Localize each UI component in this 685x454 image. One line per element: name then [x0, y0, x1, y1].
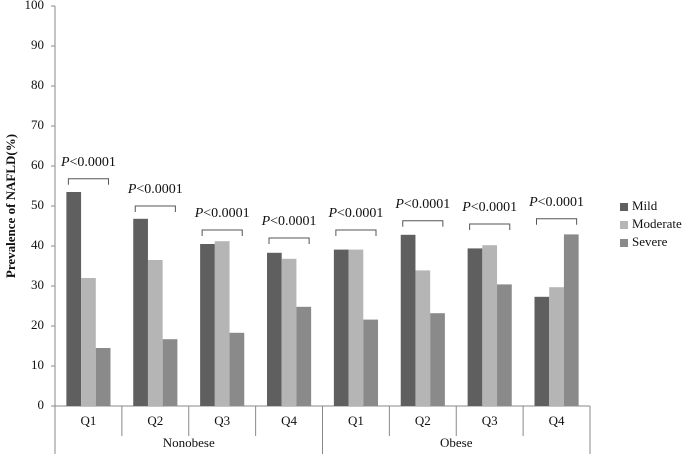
significance-bracket — [201, 229, 243, 236]
y-tick-label: 30 — [31, 277, 44, 292]
p-value: P<0.0001 — [194, 206, 250, 221]
group-label: Obese — [440, 435, 473, 450]
bar — [281, 258, 297, 406]
y-tick-label: 20 — [31, 317, 44, 332]
x-tick-label: Q4 — [281, 413, 297, 428]
x-tick-label: Q2 — [147, 413, 163, 428]
significance-bracket — [469, 223, 511, 230]
bar — [363, 319, 379, 406]
x-tick-label: Q4 — [549, 413, 565, 428]
bar — [549, 287, 564, 406]
y-tick-label: 50 — [31, 197, 44, 212]
legend-swatch — [620, 203, 628, 211]
significance-bracket — [536, 218, 578, 225]
bar — [147, 260, 163, 406]
bar — [200, 244, 215, 406]
bar — [400, 234, 416, 406]
y-axis-title: Prevalence of NAFLD(%) — [3, 134, 18, 278]
significance-bracket — [134, 205, 176, 212]
significance-bracket — [67, 178, 109, 185]
bar — [467, 248, 483, 406]
y-tick-label: 90 — [31, 37, 44, 52]
group-label: Nonobese — [163, 435, 215, 450]
p-value: P<0.0001 — [60, 154, 116, 170]
bar — [214, 241, 230, 406]
legend-label: Severe — [632, 234, 668, 249]
bar — [534, 296, 550, 406]
bar — [81, 278, 96, 406]
y-tick-label: 40 — [31, 237, 44, 252]
y-tick-label: 80 — [31, 77, 44, 92]
bar — [430, 313, 445, 406]
x-tick-label: Q2 — [415, 413, 431, 428]
x-tick-label: Q1 — [80, 413, 96, 428]
bar — [66, 192, 82, 406]
legend-label: Moderate — [632, 216, 682, 231]
y-tick-label: 100 — [25, 0, 45, 12]
bar — [497, 284, 512, 406]
significance-bracket — [335, 229, 377, 236]
x-tick-label: Q3 — [214, 413, 230, 428]
x-tick-label: Q1 — [348, 413, 364, 428]
bar — [162, 339, 178, 406]
p-value: P<0.0001 — [261, 214, 317, 229]
bar — [333, 249, 349, 406]
bar — [229, 332, 245, 406]
bar — [296, 306, 312, 406]
bar — [266, 252, 282, 406]
bar — [133, 218, 148, 406]
bar — [482, 245, 498, 406]
bar — [415, 270, 431, 406]
bar — [563, 234, 579, 406]
y-tick-label: 70 — [31, 117, 44, 132]
x-tick-label: Q3 — [482, 413, 498, 428]
p-value: P<0.0001 — [127, 182, 183, 197]
bar — [348, 249, 364, 406]
legend-label: Mild — [632, 198, 658, 213]
p-value: P<0.0001 — [395, 196, 451, 212]
p-value: P<0.0001 — [462, 200, 518, 215]
significance-bracket — [268, 237, 310, 244]
y-tick-label: 0 — [38, 397, 45, 412]
legend-swatch — [620, 239, 628, 247]
y-tick-label: 60 — [31, 157, 44, 172]
legend-swatch — [620, 221, 628, 229]
p-value: P<0.0001 — [529, 194, 585, 210]
bar — [95, 348, 111, 406]
significance-bracket — [402, 220, 444, 227]
p-value: P<0.0001 — [328, 206, 384, 221]
y-tick-label: 10 — [31, 357, 44, 372]
